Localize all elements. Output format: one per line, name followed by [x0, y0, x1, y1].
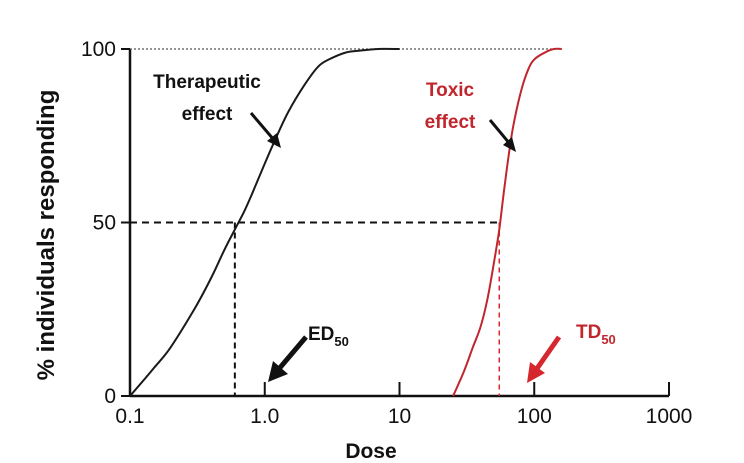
- y-tick-label: 0: [104, 385, 116, 408]
- x-tick-label: 1.0: [250, 405, 279, 428]
- ed50-label: ED50: [308, 324, 349, 349]
- y-tick-label: 100: [81, 38, 116, 61]
- therapeutic-effect-curve: [129, 47, 400, 397]
- therapeutic-label-line2: effect: [182, 104, 233, 125]
- reference-lines: [130, 48, 562, 396]
- series-lines: [129, 47, 562, 397]
- toxic-label-line2: effect: [425, 112, 476, 133]
- therapeutic-label-line1: Therapeutic: [153, 72, 261, 93]
- td50-arrow: [527, 335, 562, 383]
- x-tick-label: 1000: [646, 405, 693, 428]
- td50-label: TD50: [576, 322, 616, 347]
- toxic-label-line1: Toxic: [426, 80, 475, 101]
- y-axis-title: % individuals responding: [33, 90, 60, 381]
- x-axis-title: Dose: [345, 440, 396, 463]
- tick-labels: 0.1 1.0 10 100 1000 0 50 100: [81, 38, 692, 428]
- x-tick-label: 100: [517, 405, 552, 428]
- y-tick-label: 50: [93, 212, 116, 235]
- x-tick-label: 10: [388, 405, 411, 428]
- toxic-arrow: [488, 119, 516, 152]
- x-tick-label: 0.1: [115, 405, 144, 428]
- therapeutic-arrow: [249, 112, 281, 148]
- toxic-effect-curve: [452, 47, 562, 397]
- ed50-arrow: [268, 335, 308, 382]
